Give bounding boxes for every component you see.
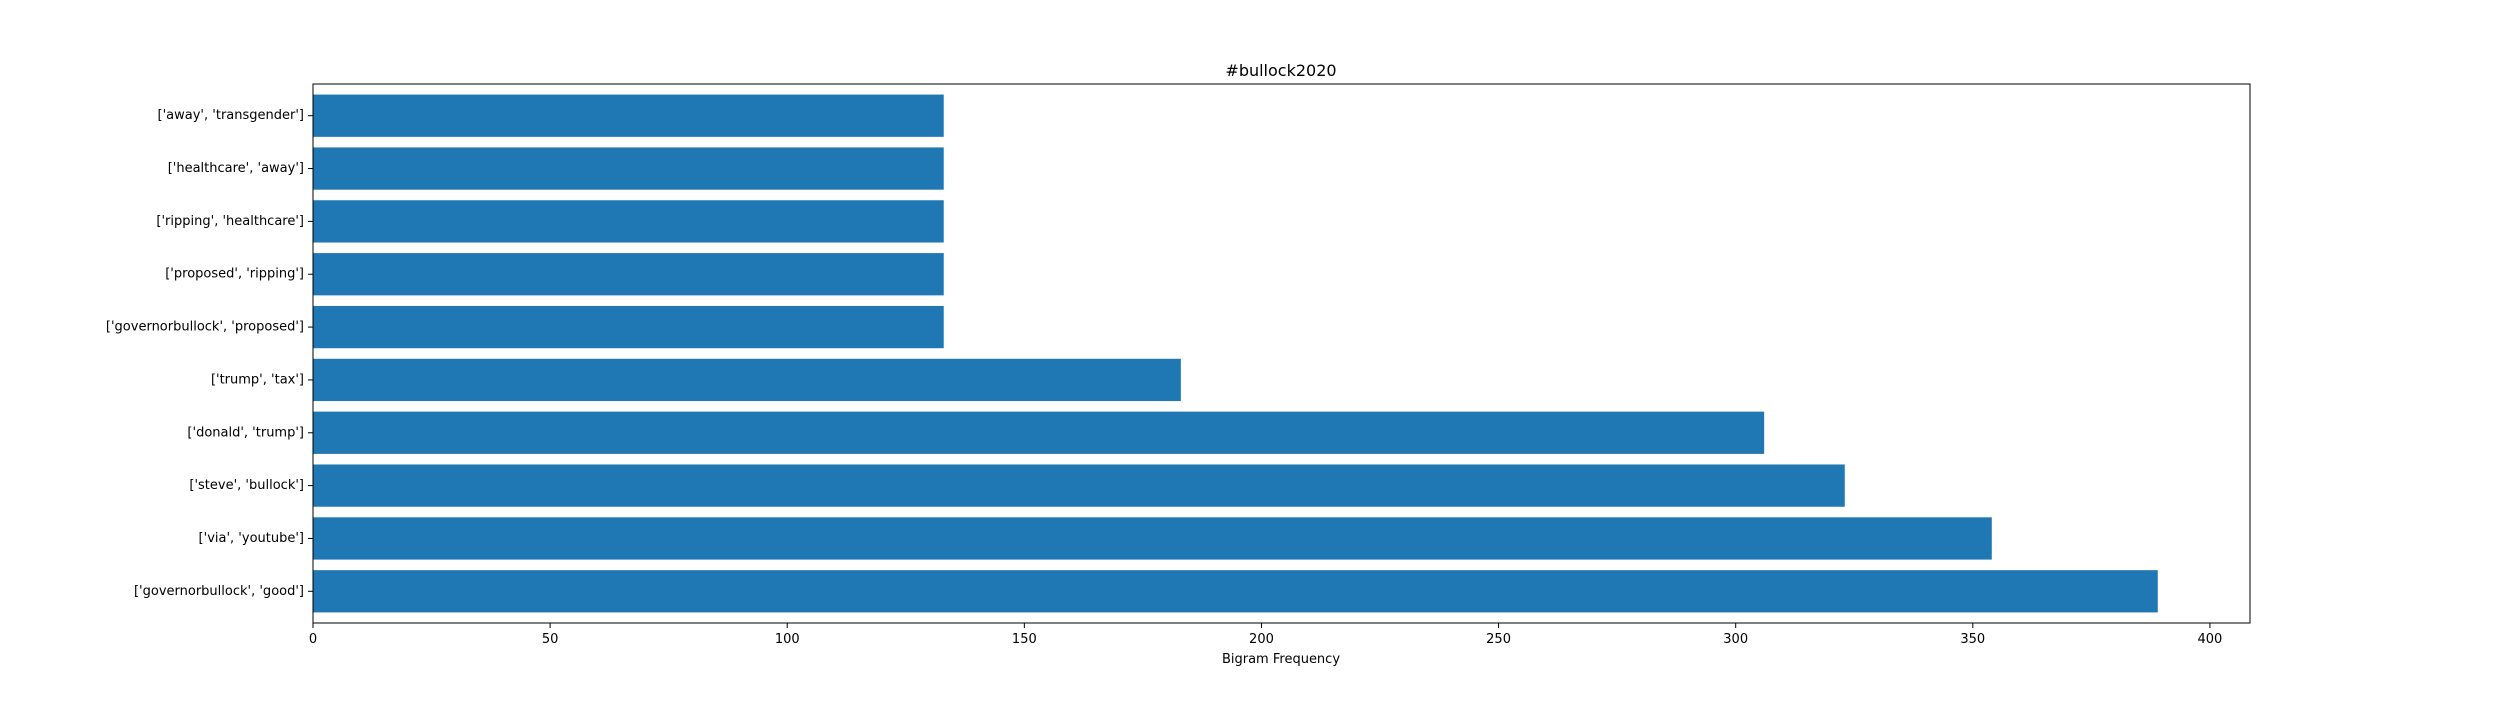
y-axis-ticks: ['governorbullock', 'good'] ['via', 'yout… <box>106 108 313 599</box>
x-tick-label: 100 <box>775 632 800 647</box>
bar <box>313 411 1765 454</box>
bar <box>313 253 944 296</box>
bars-group <box>313 94 2158 613</box>
x-tick-label: 250 <box>1486 632 1511 647</box>
bar <box>313 464 1845 507</box>
bar <box>313 200 944 243</box>
bar <box>313 517 1992 560</box>
plot-frame <box>312 83 2251 624</box>
y-tick-label: ['steve', 'bullock'] <box>189 478 304 493</box>
chart-title: #bullock2020 <box>1225 61 1336 80</box>
bar <box>313 570 2158 613</box>
x-axis-label: Bigram Frequency <box>1222 652 1340 667</box>
y-tick-label: ['away', 'transgender'] <box>158 108 304 123</box>
y-tick-label: ['via', 'youtube'] <box>199 531 304 546</box>
y-tick-label: ['governorbullock', 'proposed'] <box>106 320 304 335</box>
y-tick-label: ['governorbullock', 'good'] <box>134 584 304 599</box>
x-tick-label: 0 <box>309 632 317 647</box>
x-axis-ticks: 0 50 100 150 200 250 300 350 400 <box>309 623 2222 647</box>
bar <box>313 94 944 137</box>
bar <box>313 305 944 349</box>
bar <box>313 147 944 190</box>
x-tick-label: 300 <box>1723 632 1748 647</box>
x-tick-label: 400 <box>2198 632 2223 647</box>
x-tick-label: 350 <box>1960 632 1985 647</box>
y-tick-label: ['trump', 'tax'] <box>211 372 304 387</box>
y-tick-label: ['proposed', 'ripping'] <box>165 267 304 282</box>
bar <box>313 358 1181 402</box>
x-tick-label: 50 <box>542 632 559 647</box>
y-tick-label: ['donald', 'trump'] <box>187 425 304 440</box>
y-tick-label: ['ripping', 'healthcare'] <box>156 214 304 229</box>
y-tick-label: ['healthcare', 'away'] <box>168 161 304 176</box>
x-tick-label: 150 <box>1012 632 1037 647</box>
x-tick-label: 200 <box>1249 632 1274 647</box>
